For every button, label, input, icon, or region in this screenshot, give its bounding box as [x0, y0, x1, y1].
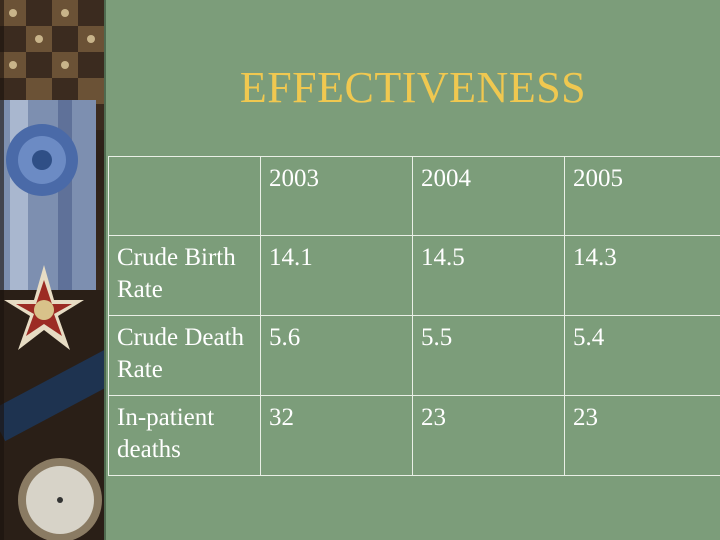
- table-cell: 23: [564, 395, 720, 476]
- table-cell: 5.4: [564, 315, 720, 396]
- table-cell: 32: [260, 395, 413, 476]
- table-cell: 5.6: [260, 315, 413, 396]
- table-row: Crude Birth Rate 14.1 14.5 14.3: [108, 235, 720, 316]
- header-cell-empty: [108, 156, 261, 236]
- effectiveness-table: 2003 2004 2005 Crude Birth Rate 14.1 14.…: [108, 156, 720, 476]
- row-label: Crude Birth Rate: [108, 235, 261, 316]
- decorative-medal-image: [0, 0, 104, 540]
- table-cell: 14.3: [564, 235, 720, 316]
- row-label: In-patient deaths: [108, 395, 261, 476]
- table-cell: 23: [412, 395, 565, 476]
- header-cell-2003: 2003: [260, 156, 413, 236]
- table-row: In-patient deaths 32 23 23: [108, 395, 720, 476]
- header-cell-2004: 2004: [412, 156, 565, 236]
- row-label: Crude Death Rate: [108, 315, 261, 396]
- table-row: Crude Death Rate 5.6 5.5 5.4: [108, 315, 720, 396]
- image-divider: [104, 0, 106, 540]
- table-cell: 14.5: [412, 235, 565, 316]
- table-header-row: 2003 2004 2005: [108, 156, 720, 236]
- table-cell: 5.5: [412, 315, 565, 396]
- table-cell: 14.1: [260, 235, 413, 316]
- header-cell-2005: 2005: [564, 156, 720, 236]
- slide-title: EFFECTIVENESS: [239, 63, 587, 112]
